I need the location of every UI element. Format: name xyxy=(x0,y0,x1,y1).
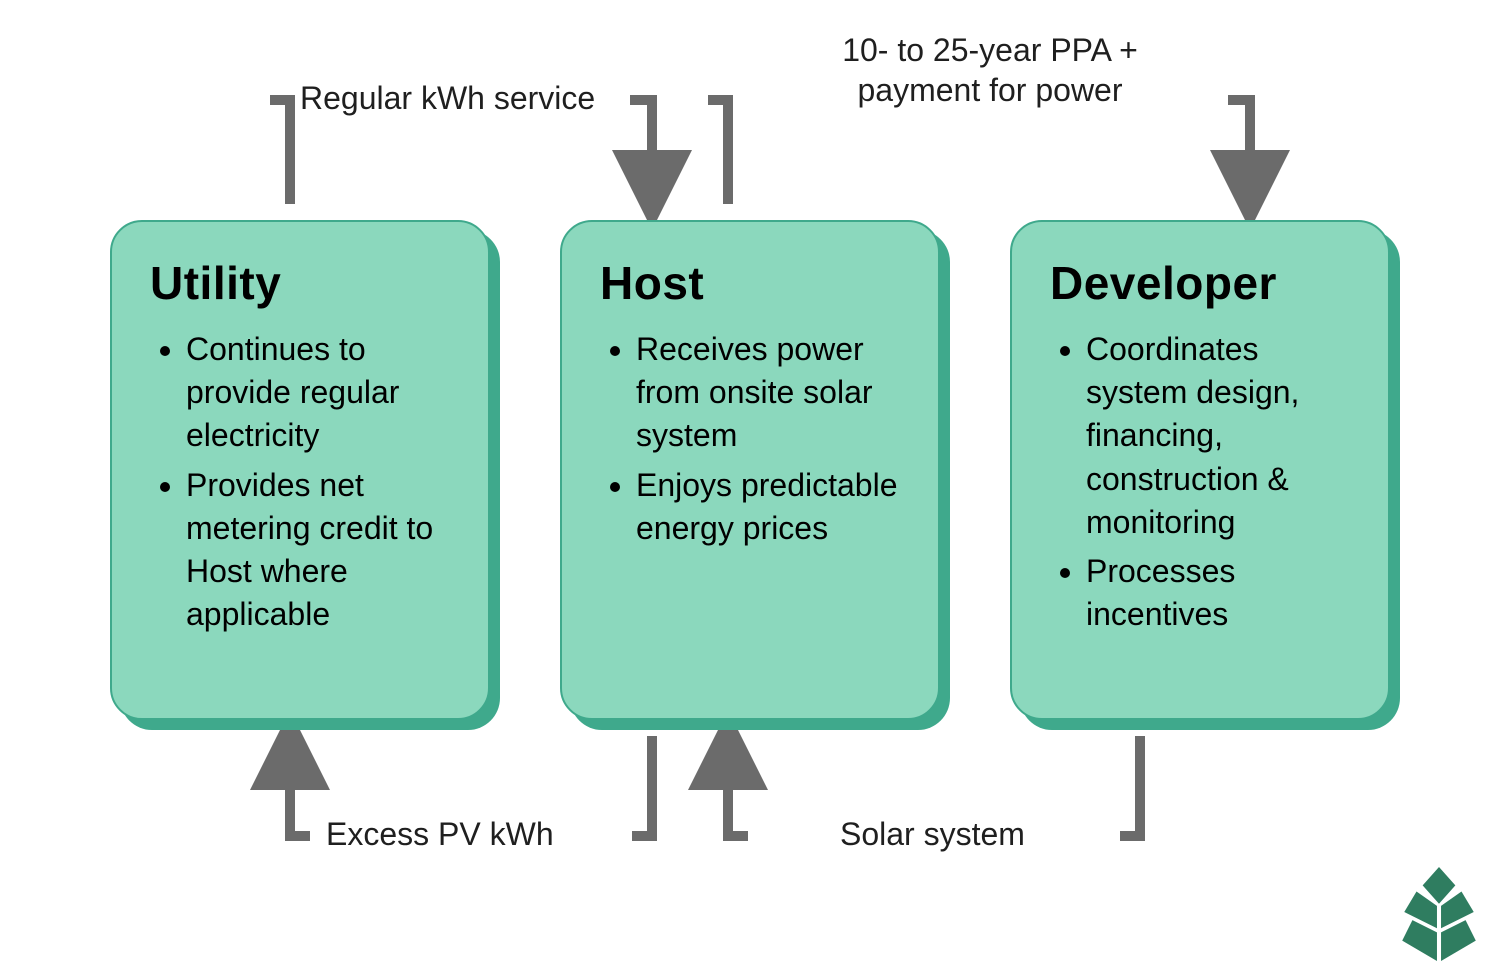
card-utility-bullet-2: Provides net metering credit to Host whe… xyxy=(186,464,458,637)
label-excess-pv-kwh: Excess PV kWh xyxy=(326,814,554,854)
card-host-bullets: Receives power from onsite solar system … xyxy=(600,328,908,550)
label-regular-kwh-service: Regular kWh service xyxy=(300,78,595,118)
arrow-utility-to-host xyxy=(630,100,652,190)
ppa-diagram: Regular kWh service 10- to 25-year PPA +… xyxy=(0,0,1500,975)
leaf-logo-icon xyxy=(1398,867,1480,961)
label-ppa-payment: 10- to 25-year PPA + payment for power xyxy=(770,30,1210,110)
card-developer-bullets: Coordinates system design, financing, co… xyxy=(1050,328,1358,636)
card-host-bullet-2: Enjoys predictable energy prices xyxy=(636,464,908,550)
arrow-host-to-developer-left-stub xyxy=(708,100,728,204)
card-developer: Developer Coordinates system design, fin… xyxy=(1010,220,1390,720)
label-ppa-line2: payment for power xyxy=(857,72,1122,108)
arrow-developer-to-host xyxy=(728,750,748,836)
arrow-host-to-utility-right-stub xyxy=(632,736,652,836)
card-host-title: Host xyxy=(600,256,908,310)
card-developer-bullet-1: Coordinates system design, financing, co… xyxy=(1086,328,1358,544)
card-utility-title: Utility xyxy=(150,256,458,310)
arrow-host-to-utility xyxy=(290,750,310,836)
arrow-utility-to-host-left-stub xyxy=(270,100,290,204)
card-developer-bullet-2: Processes incentives xyxy=(1086,550,1358,636)
card-developer-title: Developer xyxy=(1050,256,1358,310)
label-solar-system: Solar system xyxy=(840,814,1025,854)
card-utility: Utility Continues to provide regular ele… xyxy=(110,220,490,720)
card-host: Host Receives power from onsite solar sy… xyxy=(560,220,940,720)
card-host-bullet-1: Receives power from onsite solar system xyxy=(636,328,908,458)
arrow-developer-to-host-right-stub xyxy=(1120,736,1140,836)
label-ppa-line1: 10- to 25-year PPA + xyxy=(842,32,1138,68)
card-utility-bullets: Continues to provide regular electricity… xyxy=(150,328,458,636)
arrow-host-to-developer xyxy=(1228,100,1250,190)
card-utility-bullet-1: Continues to provide regular electricity xyxy=(186,328,458,458)
